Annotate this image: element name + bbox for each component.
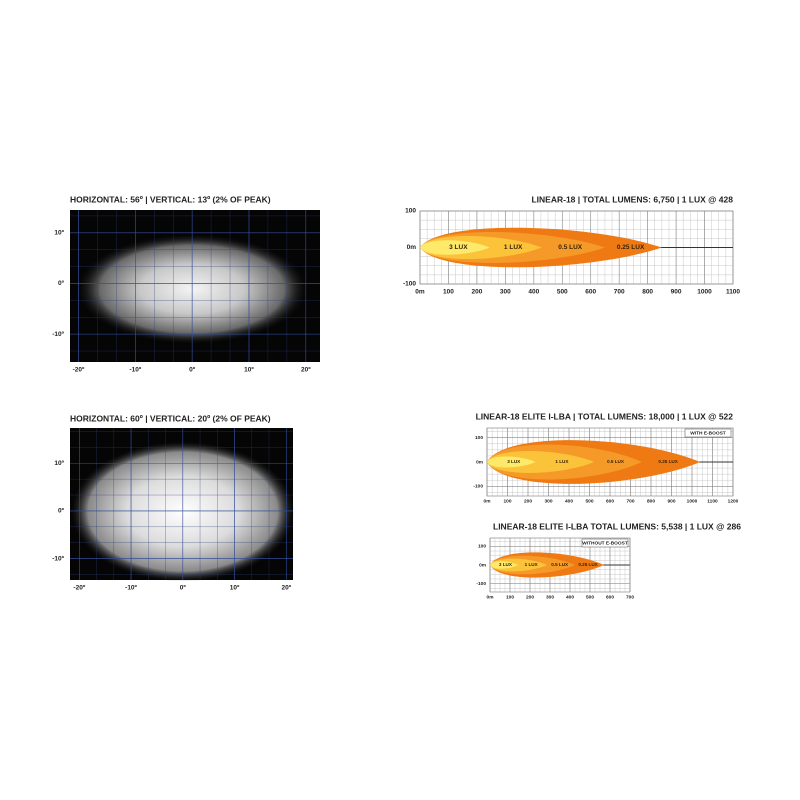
chart-title: HORIZONTAL: 60º | VERTICAL: 20º (2% OF P… [70, 413, 271, 423]
isolux-contour [487, 451, 595, 473]
x-tick-label: 300 [500, 289, 511, 296]
x-tick-label: 100 [443, 289, 454, 296]
x-tick-label: 20º [281, 585, 291, 592]
badge: WITH E-BOOST [690, 430, 726, 436]
x-tick-label: 400 [565, 498, 573, 504]
x-tick-label: 200 [471, 289, 482, 296]
chart-title: HORIZONTAL: 56º | VERTICAL: 13º (2% OF P… [70, 194, 271, 204]
isolux-contour [490, 561, 518, 569]
x-tick-label: 500 [585, 498, 593, 504]
contour-label: 0.5 LUX [558, 244, 583, 251]
x-tick-label: 700 [614, 289, 625, 296]
y-tick-label: 0º [58, 280, 65, 287]
x-tick-label: 700 [626, 594, 634, 600]
x-tick-label: 1200 [728, 498, 739, 504]
x-tick-label: 0m [484, 498, 491, 504]
y-tick-label: 100 [405, 208, 416, 215]
y-tick-label: 0º [58, 508, 65, 515]
badge: WITHOUT E-BOOST [582, 540, 628, 546]
contour-label: 0.25 LUX [578, 562, 598, 567]
badge-box [684, 428, 732, 438]
x-tick-label: 300 [544, 498, 552, 504]
x-tick-label: 1100 [726, 289, 740, 296]
y-tick-label: 10º [54, 230, 64, 237]
contour-label: 0.5 LUX [607, 459, 625, 464]
x-tick-label: 0º [189, 367, 196, 374]
y-tick-label: -10º [52, 331, 64, 338]
x-tick-label: 20º [301, 367, 311, 374]
isolux-contour [420, 240, 490, 255]
contour-label: 0.5 LUX [551, 562, 569, 567]
chart-title: LINEAR-18 ELITE I-LBA TOTAL LUMENS: 5,53… [493, 521, 741, 531]
y-tick-label: -100 [473, 484, 483, 490]
x-tick-label: 1100 [707, 498, 718, 504]
x-tick-label: 900 [667, 498, 675, 504]
y-tick-label: -100 [476, 581, 486, 587]
y-tick-label: 0m [476, 459, 483, 465]
x-tick-label: 300 [546, 594, 554, 600]
contour-label: 1 LUX [504, 244, 523, 251]
y-tick-label: -100 [403, 281, 416, 288]
contour-label: 3 LUX [507, 459, 521, 464]
x-tick-label: 500 [557, 289, 568, 296]
contour-label: 3 LUX [499, 562, 513, 567]
x-tick-label: 200 [526, 594, 534, 600]
x-tick-label: 400 [566, 594, 574, 600]
x-tick-label: 900 [671, 289, 682, 296]
x-tick-label: 600 [606, 594, 614, 600]
x-tick-label: 100 [503, 498, 511, 504]
y-tick-label: -10º [52, 555, 64, 562]
x-tick-label: 1000 [687, 498, 698, 504]
chart-panel: LINEAR-18 ELITE I-LBA TOTAL LUMENS: 5,53… [476, 521, 741, 600]
contour-label: 0.25 LUX [658, 459, 678, 464]
badge-box [581, 538, 629, 548]
chart-panel: LINEAR-18 | TOTAL LUMENS: 6,750 | 1 LUX … [403, 194, 740, 295]
contour-label: 0.25 LUX [617, 244, 645, 251]
x-tick-label: -10º [125, 585, 137, 592]
x-tick-label: 0m [415, 289, 425, 296]
x-tick-label: -10º [129, 367, 141, 374]
x-tick-label: 0m [487, 594, 494, 600]
x-tick-label: 200 [524, 498, 532, 504]
x-tick-label: 0º [180, 585, 187, 592]
y-tick-label: 100 [478, 544, 486, 550]
x-tick-label: 700 [626, 498, 634, 504]
contour-label: 1 LUX [555, 459, 569, 464]
y-tick-label: 0m [479, 562, 486, 568]
x-tick-label: 500 [586, 594, 594, 600]
x-tick-label: 600 [606, 498, 614, 504]
x-tick-label: 400 [528, 289, 539, 296]
x-tick-label: -20º [73, 367, 85, 374]
chart-panel: HORIZONTAL: 60º | VERTICAL: 20º (2% OF P… [52, 413, 295, 592]
x-tick-label: 1000 [697, 289, 712, 296]
x-tick-label: 800 [647, 498, 655, 504]
x-tick-label: 600 [585, 289, 596, 296]
chart-panel: HORIZONTAL: 56º | VERTICAL: 13º (2% OF P… [52, 194, 320, 374]
chart-title: LINEAR-18 ELITE I-LBA | TOTAL LUMENS: 18… [476, 411, 734, 421]
y-tick-label: 0m [407, 244, 417, 251]
x-tick-label: 10º [230, 585, 240, 592]
isolux-contour [487, 456, 536, 468]
x-tick-label: -20º [73, 585, 85, 592]
contour-label: 1 LUX [525, 562, 539, 567]
chart-panel: LINEAR-18 ELITE I-LBA | TOTAL LUMENS: 18… [473, 411, 738, 504]
y-tick-label: 10º [54, 460, 64, 467]
x-tick-label: 10º [244, 367, 254, 374]
x-tick-label: 100 [506, 594, 514, 600]
contour-label: 3 LUX [449, 244, 468, 251]
x-tick-label: 800 [642, 289, 653, 296]
chart-title: LINEAR-18 | TOTAL LUMENS: 6,750 | 1 LUX … [531, 194, 733, 204]
y-tick-label: 100 [475, 435, 483, 441]
